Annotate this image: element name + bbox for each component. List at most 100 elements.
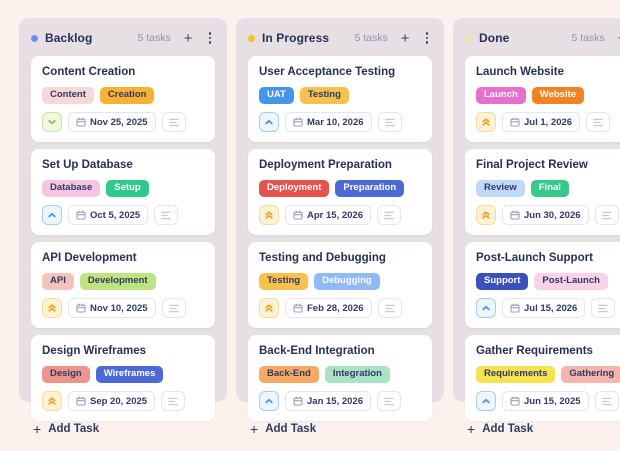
- due-date-chip[interactable]: Jun 30, 2026: [502, 205, 589, 225]
- priority-badge[interactable]: [476, 205, 496, 225]
- description-chip[interactable]: [594, 391, 619, 411]
- calendar-icon: [510, 396, 520, 406]
- priority-badge[interactable]: [476, 112, 496, 132]
- task-card[interactable]: Testing and Debugging Testing Debugging Feb…: [248, 242, 432, 328]
- card-list: User Acceptance Testing UAT Testing Mar 10,…: [248, 56, 432, 421]
- task-card[interactable]: Final Project Review Review Final Jun 30, 2…: [465, 149, 620, 235]
- tag-row: Content Creation: [42, 87, 204, 104]
- chevron-up-icon: [265, 119, 273, 125]
- task-card[interactable]: Gather Requirements Requirements Gathering…: [465, 335, 620, 421]
- calendar-icon: [76, 117, 86, 127]
- due-date-chip[interactable]: Jun 15, 2025: [502, 391, 589, 411]
- task-card[interactable]: Back-End Integration Back-End Integration J…: [248, 335, 432, 421]
- due-date-chip[interactable]: Feb 28, 2026: [285, 298, 372, 318]
- double-chevron-up-icon: [48, 304, 56, 312]
- tag: Design: [42, 366, 90, 383]
- due-date-chip[interactable]: Apr 15, 2026: [285, 205, 371, 225]
- due-date-chip[interactable]: Sep 20, 2025: [68, 391, 156, 411]
- task-card[interactable]: User Acceptance Testing UAT Testing Mar 10,…: [248, 56, 432, 142]
- add-task-button[interactable]: + Add Task: [248, 421, 432, 436]
- description-chip[interactable]: [586, 112, 611, 132]
- priority-badge[interactable]: [259, 391, 279, 411]
- tag: Final: [530, 180, 569, 197]
- column-in-progress: In Progress 5 tasks + User Acceptance Testi…: [236, 18, 444, 436]
- double-chevron-up-icon: [48, 397, 56, 405]
- calendar-icon: [293, 117, 303, 127]
- description-chip[interactable]: [376, 205, 401, 225]
- card-list: Launch Website Launch Website Jul 1, 2026 Fi…: [465, 56, 620, 421]
- description-icon: [384, 211, 394, 219]
- add-task-button[interactable]: + Add Task: [465, 421, 620, 436]
- double-chevron-up-icon: [482, 118, 490, 126]
- description-icon: [168, 397, 178, 405]
- description-chip[interactable]: [161, 298, 186, 318]
- priority-badge[interactable]: [259, 112, 279, 132]
- priority-badge[interactable]: [476, 298, 496, 318]
- description-chip[interactable]: [377, 391, 401, 411]
- priority-badge[interactable]: [42, 391, 62, 411]
- description-icon: [593, 118, 603, 126]
- add-task-button[interactable]: + Add Task: [31, 421, 215, 437]
- due-date-chip[interactable]: Nov 10, 2025: [68, 298, 156, 318]
- priority-badge[interactable]: [42, 298, 62, 318]
- tag: Content: [42, 87, 94, 104]
- due-date: Jun 30, 2026: [524, 209, 581, 221]
- add-card-button[interactable]: +: [400, 29, 410, 47]
- add-card-button[interactable]: +: [183, 29, 193, 47]
- calendar-icon: [76, 303, 86, 313]
- tag-row: Requirements Gathering: [476, 366, 620, 383]
- priority-badge[interactable]: [42, 205, 62, 225]
- card-title: API Development: [42, 252, 137, 264]
- task-card[interactable]: Post-Launch Support Support Post-Launch Jul…: [465, 242, 620, 328]
- card-title: Set Up Database: [42, 159, 133, 171]
- description-chip[interactable]: [377, 298, 402, 318]
- column-task-count: 5 tasks: [571, 32, 605, 44]
- tag: Website: [531, 87, 585, 104]
- task-card[interactable]: Launch Website Launch Website Jul 1, 2026: [465, 56, 620, 142]
- priority-badge[interactable]: [42, 112, 62, 132]
- description-chip[interactable]: [161, 391, 186, 411]
- due-date-chip[interactable]: Jul 1, 2026: [502, 112, 581, 132]
- kebab-dot-icon: [208, 36, 211, 40]
- tag: Launch: [476, 87, 526, 104]
- tag: Database: [42, 180, 101, 197]
- plus-icon: +: [33, 421, 42, 437]
- due-date-chip[interactable]: Jul 15, 2026: [502, 298, 586, 318]
- description-chip[interactable]: [161, 112, 186, 132]
- chevron-up-icon: [482, 305, 490, 311]
- tag: Deployment: [259, 180, 330, 197]
- tag: Wireframes: [95, 366, 164, 383]
- card-list: Content Creation Content Creation Nov 25, 2…: [31, 56, 215, 421]
- task-card[interactable]: Design Wireframes Design Wireframes Sep 20,…: [31, 335, 215, 421]
- task-card[interactable]: Set Up Database Database Setup Oct 5, 2025: [31, 149, 215, 235]
- priority-badge[interactable]: [476, 391, 496, 411]
- description-chip[interactable]: [594, 205, 619, 225]
- add-task-label: Add Task: [48, 423, 100, 435]
- task-card[interactable]: API Development API Development Nov 10, 202…: [31, 242, 215, 328]
- add-task-label: Add Task: [265, 423, 317, 435]
- add-task-label: Add Task: [482, 423, 534, 435]
- card-title: Final Project Review: [476, 159, 588, 171]
- chevron-up-icon: [48, 212, 56, 218]
- due-date-chip[interactable]: Nov 25, 2025: [68, 112, 156, 132]
- due-date: Jul 1, 2026: [524, 116, 573, 128]
- priority-badge[interactable]: [259, 298, 279, 318]
- description-chip[interactable]: [591, 298, 616, 318]
- due-date-chip[interactable]: Mar 10, 2026: [285, 112, 372, 132]
- column-menu-button[interactable]: [422, 30, 433, 46]
- priority-badge[interactable]: [259, 205, 279, 225]
- due-date: Oct 5, 2025: [90, 209, 141, 221]
- due-date-chip[interactable]: Jan 15, 2026: [285, 391, 371, 411]
- due-date-chip[interactable]: Oct 5, 2025: [68, 205, 149, 225]
- column-menu-button[interactable]: [205, 30, 216, 46]
- description-chip[interactable]: [377, 112, 402, 132]
- add-card-button[interactable]: +: [618, 31, 620, 46]
- kebab-dot-icon: [208, 41, 211, 44]
- card-title: Post-Launch Support: [476, 252, 593, 264]
- tag-row: Review Final: [476, 180, 620, 197]
- description-chip[interactable]: [154, 205, 179, 225]
- description-icon: [384, 397, 394, 405]
- task-card[interactable]: Content Creation Content Creation Nov 25, 2…: [31, 56, 215, 142]
- task-card[interactable]: Deployment Preparation Deployment Preparat…: [248, 149, 432, 235]
